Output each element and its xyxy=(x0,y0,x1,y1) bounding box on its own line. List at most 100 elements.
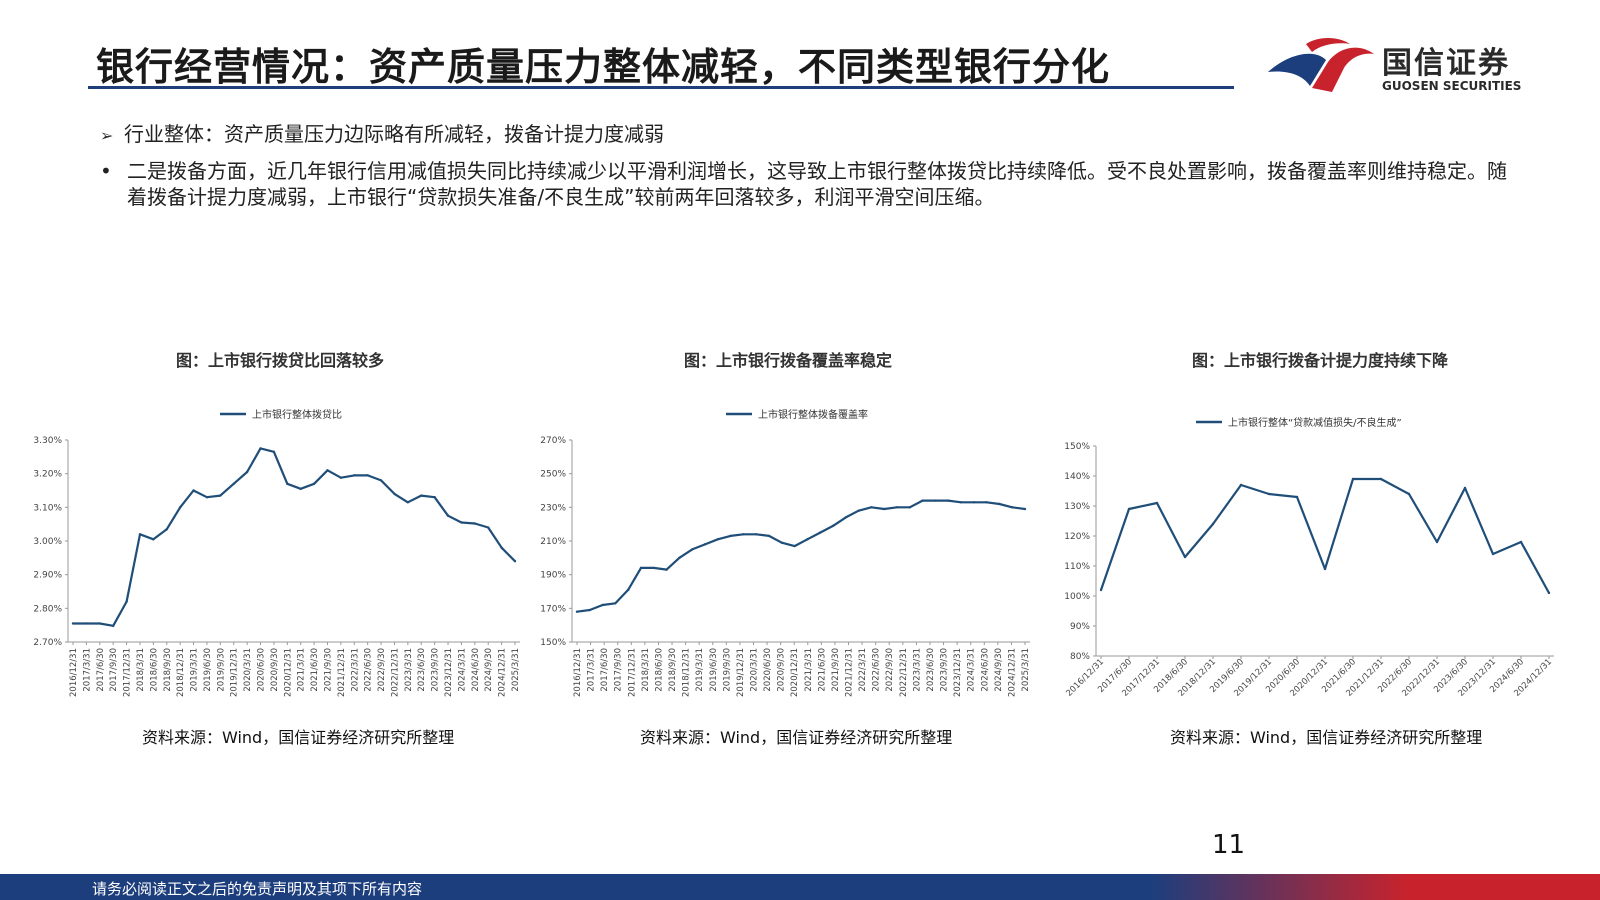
x-tick-label: 2020/9/30 xyxy=(777,648,787,692)
data-point xyxy=(1407,492,1411,496)
data-point xyxy=(125,600,128,603)
logo-text-en: GUOSEN SECURITIES xyxy=(1382,79,1522,93)
x-tick-label: 2019/3/31 xyxy=(695,648,705,692)
x-tick-label: 2017/12/31 xyxy=(123,648,133,697)
x-tick-label: 2022/12/31 xyxy=(390,648,400,697)
data-point xyxy=(857,509,860,512)
data-point xyxy=(883,507,886,511)
data-point xyxy=(1099,588,1103,592)
y-tick-label: 3.30% xyxy=(33,436,62,446)
x-tick-label: 2017/9/30 xyxy=(109,648,119,692)
data-point xyxy=(71,622,75,625)
x-tick-label: 2022/9/30 xyxy=(377,648,387,692)
data-point xyxy=(460,521,463,524)
data-point xyxy=(998,502,1001,506)
data-point xyxy=(691,548,694,551)
data-point xyxy=(1211,522,1215,526)
data-point xyxy=(1295,495,1299,499)
data-point xyxy=(393,492,396,496)
data-point xyxy=(959,501,963,504)
data-point xyxy=(1379,477,1383,481)
footer-bar: 请务必阅读正文之后的免责声明及其项下所有内容 xyxy=(0,874,1600,900)
x-tick-label: 2017/3/31 xyxy=(587,648,597,692)
x-tick-label: 2021/9/30 xyxy=(323,648,333,692)
data-point xyxy=(921,499,924,502)
data-point xyxy=(111,624,115,628)
data-point xyxy=(819,531,822,534)
section-heading-text: 行业整体：资产质量压力边际略有所减轻，拨备计提力度减弱 xyxy=(124,122,664,146)
data-point xyxy=(665,568,668,571)
x-tick-label: 2022/6/30 xyxy=(872,648,882,692)
x-tick-label: 2024/12/31 xyxy=(498,648,508,697)
data-point xyxy=(1155,501,1159,505)
x-tick-label: 2021/3/31 xyxy=(297,648,307,692)
data-point xyxy=(487,526,490,529)
x-tick-label: 2025/3/31 xyxy=(511,648,521,692)
data-point xyxy=(165,528,168,531)
data-point xyxy=(588,608,591,612)
data-point xyxy=(1547,591,1551,595)
data-point xyxy=(742,533,745,536)
y-tick-label: 250% xyxy=(540,470,566,480)
x-tick-label: 2016/12/31 xyxy=(69,648,79,697)
footer-disclaimer: 请务必阅读正文之后的免责声明及其项下所有内容 xyxy=(92,880,423,898)
data-point xyxy=(272,450,276,453)
page-number: 11 xyxy=(1212,830,1246,860)
x-tick-label: 2017/6/30 xyxy=(600,648,610,692)
x-tick-label: 2022/6/30 xyxy=(364,648,374,692)
x-tick-label: 2020/6/30 xyxy=(257,648,267,692)
x-tick-label: 2019/6/30 xyxy=(203,648,213,692)
data-point xyxy=(500,546,503,549)
guosen-logo-icon xyxy=(1268,38,1374,92)
data-point xyxy=(433,496,436,499)
data-point xyxy=(353,474,356,477)
data-point xyxy=(326,469,329,472)
legend-label: 上市银行整体拨贷比 xyxy=(252,408,342,421)
data-point xyxy=(192,489,195,492)
chart-title: 图：上市银行拨备覆盖率稳定 xyxy=(684,351,892,370)
y-tick-label: 100% xyxy=(1064,592,1090,602)
x-tick-label: 2024/6/30 xyxy=(471,648,481,692)
data-point xyxy=(1435,540,1439,544)
x-tick-label: 2023/6/30 xyxy=(417,648,427,692)
x-tick-label: 2021/12/31 xyxy=(337,648,347,697)
data-point xyxy=(639,566,643,570)
data-point xyxy=(473,522,477,525)
y-tick-label: 140% xyxy=(1064,472,1090,482)
x-tick-label: 2019/12/31 xyxy=(736,648,746,697)
x-tick-label: 2019/12/31 xyxy=(230,648,240,697)
x-tick-label: 2019/9/30 xyxy=(216,648,226,692)
data-point xyxy=(420,494,423,497)
data-point xyxy=(678,556,681,560)
data-point xyxy=(219,494,222,497)
data-point xyxy=(1183,555,1187,559)
y-tick-label: 130% xyxy=(1064,502,1090,512)
data-point xyxy=(716,538,719,541)
data-point xyxy=(1267,492,1271,496)
data-point xyxy=(934,499,937,502)
chart-source-2: 资料来源：Wind，国信证券经济研究所整理 xyxy=(640,728,953,747)
data-point xyxy=(870,506,873,509)
x-tick-label: 2021/3/31 xyxy=(804,648,814,692)
data-point xyxy=(908,506,911,509)
data-point xyxy=(366,474,369,477)
data-point xyxy=(379,479,383,482)
x-tick-label: 2020/6/30 xyxy=(763,648,773,692)
x-tick-label: 2025/3/31 xyxy=(1021,648,1031,692)
chart-title: 图：上市银行拨备计提力度持续下降 xyxy=(1192,351,1449,370)
x-tick-label: 2024/12/31 xyxy=(1007,648,1017,697)
arrow-bullet-icon: ➢ xyxy=(100,126,114,145)
y-tick-label: 3.00% xyxy=(33,537,62,547)
y-tick-label: 270% xyxy=(540,436,566,446)
series-line xyxy=(1099,477,1550,594)
y-tick-label: 3.10% xyxy=(33,503,62,513)
data-point xyxy=(806,538,809,541)
y-tick-label: 210% xyxy=(540,537,566,547)
y-tick-label: 3.20% xyxy=(33,470,62,480)
x-tick-label: 2016/12/31 xyxy=(573,648,583,697)
company-logo: 国信证券 GUOSEN SECURITIES xyxy=(1266,34,1536,98)
data-point xyxy=(895,506,899,509)
data-point xyxy=(178,506,182,509)
x-tick-label: 2021/6/30 xyxy=(817,648,827,692)
